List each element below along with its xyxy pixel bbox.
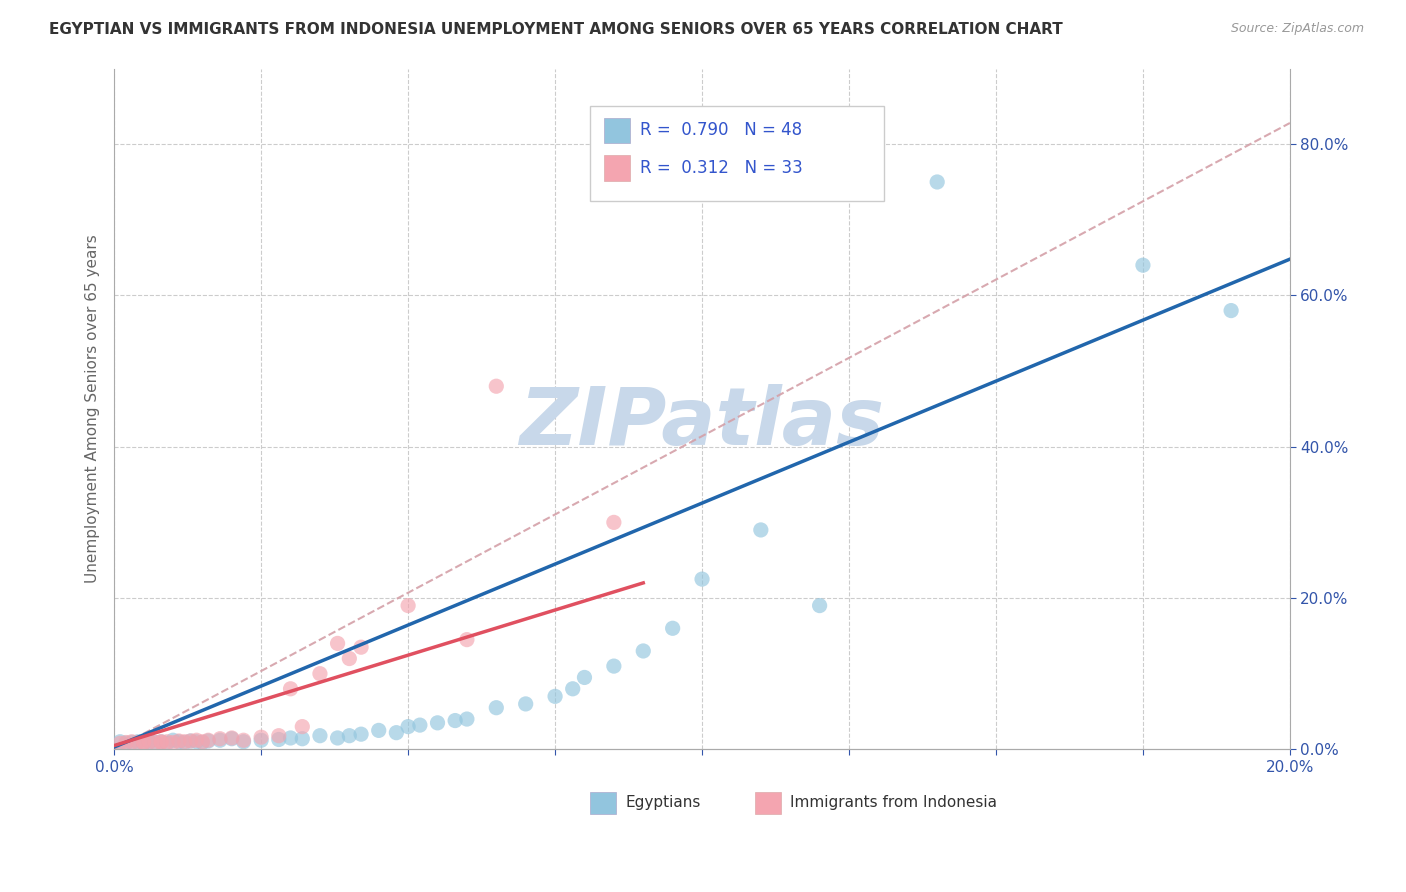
Point (121, 735, 143, 749)
Point (162, 735, 184, 749)
Point (127, 735, 149, 749)
Point (115, 735, 138, 749)
Point (326, 731, 349, 745)
Point (138, 735, 160, 749)
Point (250, 733, 273, 747)
Point (267, 729, 290, 743)
Point (291, 720, 314, 734)
Point (208, 733, 231, 747)
Point (515, 697, 537, 711)
Point (180, 734, 202, 748)
Point (808, 599, 831, 613)
Point (197, 733, 219, 747)
Point (385, 725, 408, 739)
Point (173, 735, 195, 749)
Point (690, 572, 713, 586)
Point (661, 621, 683, 635)
Point (173, 735, 195, 749)
Point (162, 733, 184, 747)
Point (267, 732, 290, 747)
Point (138, 735, 160, 749)
Point (150, 735, 173, 749)
Point (544, 690, 567, 704)
Point (444, 714, 467, 728)
Bar (605, 118, 630, 144)
Point (574, 670, 596, 684)
Point (309, 729, 332, 743)
Point (191, 735, 214, 749)
Point (208, 731, 231, 746)
Text: ZIPatlas: ZIPatlas (520, 384, 884, 461)
FancyBboxPatch shape (591, 106, 884, 202)
Point (132, 735, 155, 749)
Point (456, 712, 478, 726)
Y-axis label: Unemployment Among Seniors over 65 years: Unemployment Among Seniors over 65 years (86, 235, 100, 583)
Bar (755, 792, 780, 814)
Point (367, 723, 389, 738)
Point (337, 651, 360, 665)
Point (156, 735, 179, 749)
Point (409, 718, 432, 732)
Text: EGYPTIAN VS IMMIGRANTS FROM INDONESIA UNEMPLOYMENT AMONG SENIORS OVER 65 YEARS C: EGYPTIAN VS IMMIGRANTS FROM INDONESIA UN… (49, 22, 1063, 37)
Point (1132, 258, 1154, 272)
Point (927, 175, 949, 189)
Point (108, 736, 131, 750)
Point (250, 730, 273, 744)
Bar (591, 792, 616, 814)
Point (633, 644, 655, 658)
Point (309, 666, 332, 681)
Point (127, 735, 149, 749)
Point (350, 640, 373, 655)
Point (221, 731, 243, 746)
Point (603, 659, 626, 673)
Point (197, 734, 219, 748)
Point (280, 731, 302, 745)
Point (108, 735, 131, 749)
Point (291, 731, 314, 746)
Point (337, 729, 360, 743)
Point (115, 736, 138, 750)
Bar (605, 155, 630, 181)
Point (485, 379, 508, 393)
Point (396, 720, 419, 734)
Text: Egyptians: Egyptians (626, 795, 702, 810)
Point (561, 681, 583, 696)
Point (167, 734, 190, 748)
Point (167, 735, 190, 749)
Text: R =  0.312   N = 33: R = 0.312 N = 33 (640, 159, 803, 177)
Point (326, 636, 349, 650)
Point (603, 516, 626, 530)
Point (132, 736, 155, 750)
Point (156, 736, 179, 750)
Point (749, 523, 772, 537)
Point (396, 599, 419, 613)
Point (280, 681, 302, 696)
Point (232, 733, 254, 747)
Point (186, 733, 208, 747)
Point (426, 715, 449, 730)
Point (1220, 303, 1243, 318)
Point (186, 735, 208, 749)
Point (350, 727, 373, 741)
Text: R =  0.790   N = 48: R = 0.790 N = 48 (640, 121, 801, 139)
Point (221, 731, 243, 745)
Point (191, 735, 214, 749)
Point (143, 735, 166, 749)
Point (485, 700, 508, 714)
Text: Immigrants from Indonesia: Immigrants from Indonesia (790, 795, 997, 810)
Point (150, 735, 173, 749)
Point (150, 735, 173, 749)
Point (132, 735, 155, 749)
Point (143, 735, 166, 749)
Point (456, 632, 478, 647)
Point (180, 734, 202, 748)
Point (232, 735, 254, 749)
Point (121, 735, 143, 749)
Text: Source: ZipAtlas.com: Source: ZipAtlas.com (1230, 22, 1364, 36)
